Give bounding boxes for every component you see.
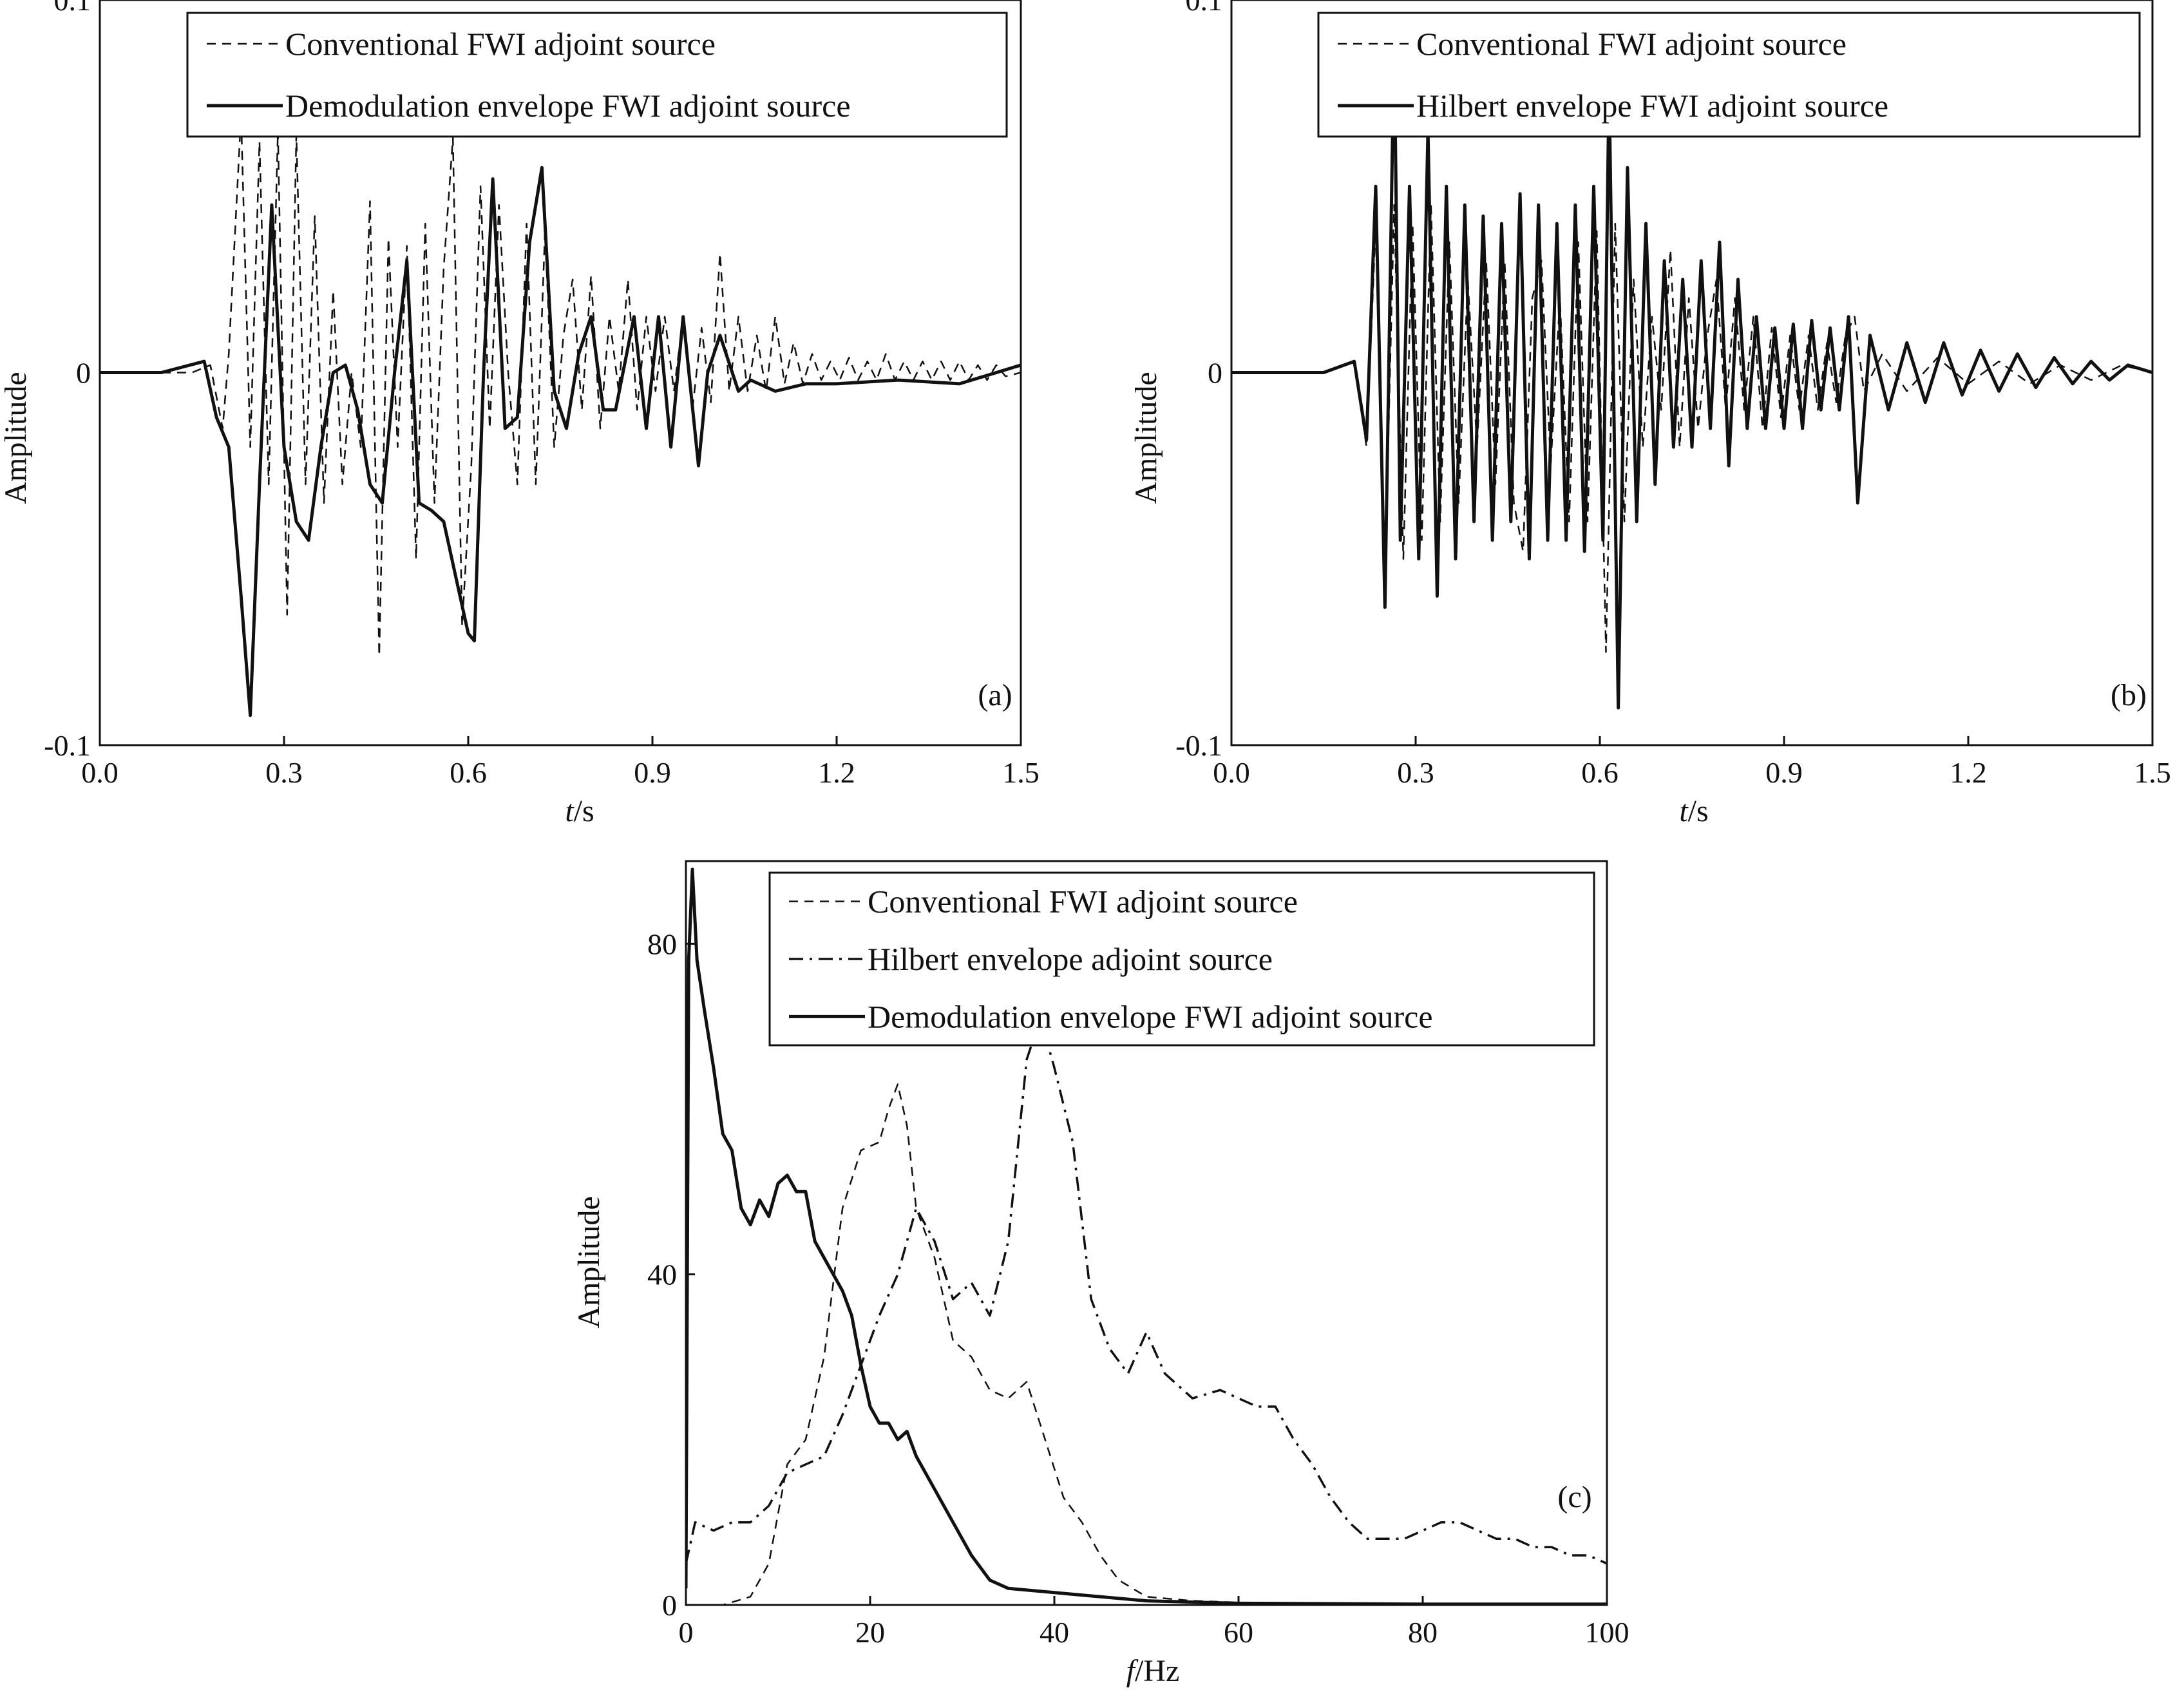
y-tick-label: -0.1 <box>1175 729 1222 762</box>
panel-label: (c) <box>1557 1480 1591 1514</box>
y-tick-label: 0 <box>1208 357 1222 390</box>
x-tick-label: 0.3 <box>265 756 303 789</box>
y-axis-label: Amplitude <box>0 372 33 504</box>
panel-b: 0.0 0.3 0.6 0.9 1.2 1.5 -0.1 0 0.1 t/s Amplitude Co… <box>1129 0 2171 828</box>
legend-entry: Hilbert envelope FWI adjoint source <box>1416 88 1888 124</box>
x-axis-label: t/s <box>1679 794 1708 828</box>
legend-entry: Demodulation envelope FWI adjoint source <box>285 88 851 124</box>
legend-entry: Conventional FWI adjoint source <box>1416 26 1847 62</box>
x-tick-label: 1.5 <box>1002 756 1040 789</box>
series-line-solid <box>686 868 1607 1605</box>
x-tick-label: 1.2 <box>1950 756 1987 789</box>
x-tick-label: 1.2 <box>818 756 855 789</box>
legend-entry: Hilbert envelope adjoint source <box>868 941 1273 977</box>
legend: Conventional FWI adjoint source Hilbert e… <box>768 871 1595 1047</box>
series-line-dashed <box>100 115 1021 657</box>
series-line-solid <box>100 166 1021 717</box>
series-line-dashdot <box>686 1017 1607 1565</box>
x-tick-label: 40 <box>1040 1616 1069 1649</box>
panel-a: 0.0 0.3 0.6 0.9 1.2 1.5 -0.1 0 0.1 t/s Amplitude Co… <box>0 0 1040 828</box>
legend-entry: Conventional FWI adjoint source <box>285 26 716 62</box>
x-axis-label-unit: /Hz <box>1135 1654 1179 1688</box>
x-tick-label: 0.9 <box>634 756 671 789</box>
panel-c: 0 20 40 60 80 100 0 40 80 f/Hz Amplitude Convention… <box>572 860 1629 1688</box>
series-line-solid <box>1231 35 2152 710</box>
series-line-dashed <box>686 1083 1607 1605</box>
y-tick-label: 80 <box>647 927 677 960</box>
legend-box <box>768 871 1595 1047</box>
legend-box <box>1317 12 2141 138</box>
x-axis-label: f/Hz <box>1126 1654 1180 1688</box>
y-axis-label: Amplitude <box>572 1196 606 1328</box>
x-tick-label: 80 <box>1408 1616 1438 1649</box>
legend-entry: Demodulation envelope FWI adjoint source <box>868 998 1433 1034</box>
x-tick-label: 0.9 <box>1765 756 1803 789</box>
x-axis-label-symbol: t <box>1679 794 1689 828</box>
x-tick-label: 20 <box>855 1616 885 1649</box>
x-tick-label: 0.0 <box>1213 756 1250 789</box>
x-axis-label: t/s <box>565 794 594 828</box>
y-tick-label: 0.1 <box>1186 0 1223 17</box>
panel-label: (b) <box>2111 678 2147 712</box>
plot-frame <box>685 860 1608 1606</box>
y-axis-label: Amplitude <box>1129 372 1163 504</box>
panel-label: (a) <box>978 678 1012 712</box>
legend: Conventional FWI adjoint source Hilbert e… <box>1317 12 2141 138</box>
x-tick-label: 100 <box>1585 1616 1629 1649</box>
series-line-dashed <box>1231 204 2152 653</box>
x-tick-label: 60 <box>1224 1616 1253 1649</box>
legend-entry: Conventional FWI adjoint source <box>868 884 1298 920</box>
x-axis-label-symbol: t <box>565 794 575 828</box>
x-axis-label-unit: /s <box>1688 794 1709 828</box>
x-tick-label: 0.6 <box>450 756 487 789</box>
x-tick-label: 1.5 <box>2134 756 2171 789</box>
y-tick-label: 0.1 <box>54 0 91 17</box>
legend: Conventional FWI adjoint source Demodulat… <box>186 12 1008 138</box>
y-tick-label: 40 <box>647 1258 677 1291</box>
x-tick-label: 0.6 <box>1581 756 1619 789</box>
x-axis-label-unit: /s <box>574 794 594 828</box>
x-tick-label: 0.0 <box>81 756 119 789</box>
legend-box <box>186 12 1008 138</box>
x-tick-label: 0 <box>679 1616 694 1649</box>
y-tick-label: -0.1 <box>44 729 91 762</box>
x-tick-label: 0.3 <box>1397 756 1434 789</box>
y-tick-label: 0 <box>76 357 91 390</box>
y-tick-label: 0 <box>662 1589 677 1622</box>
